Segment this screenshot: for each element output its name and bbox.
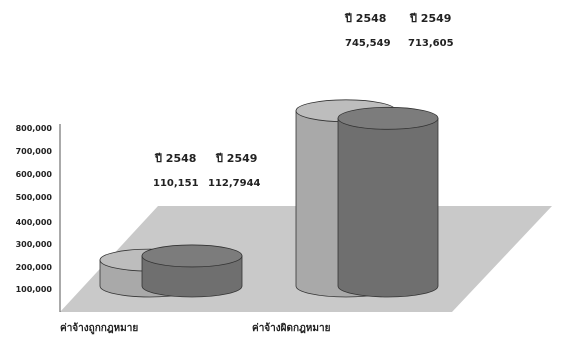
y-tick-label: 100,000 [16,285,53,294]
cylinder-body [337,117,439,298]
year-label-2549-legal: ปี 2549 [215,152,258,165]
y-tick-label: 700,000 [16,147,53,156]
category-label-legal: ค่าจ้างถูกกฎหมาย [60,322,138,335]
cylinder-bars [99,99,439,298]
y-tick-label: 500,000 [16,193,53,202]
value-label: 110,151 [153,178,199,189]
value-label: 112,7944 [208,178,261,189]
year-label-2548-illegal: ปี 2548 [344,12,387,25]
value-label: 745,549 [345,38,391,49]
y-tick-label: 600,000 [16,170,53,179]
category-label-illegal: ค่าจ้างผิดกฎหมาย [252,322,331,334]
value-label: 713,605 [408,38,454,49]
cylinder-body [141,255,243,298]
y-tick-label: 200,000 [16,263,53,272]
y-tick-label: 800,000 [16,124,53,133]
year-label-2548-legal: ปี 2548 [154,152,197,165]
year-label-2549-illegal: ปี 2549 [409,12,452,25]
cylinder-bar [337,106,439,298]
cylinder-bar [141,244,243,298]
y-tick-label: 300,000 [16,240,53,249]
y-axis-ticks: 100,000 200,000 300,000 400,000 500,000 … [16,124,53,294]
cylinder-top [141,244,243,268]
y-tick-label: 400,000 [16,218,53,227]
cylinder-top [337,106,439,130]
